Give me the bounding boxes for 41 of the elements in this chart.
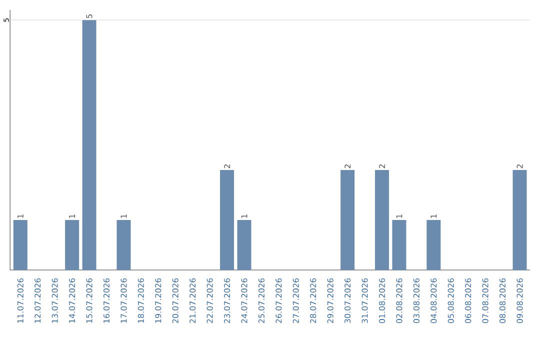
data-label: 1 — [120, 214, 127, 218]
x-tick-label: 12.07.2026 — [34, 278, 41, 323]
data-label: 1 — [17, 214, 24, 218]
x-tick-label: 13.07.2026 — [52, 278, 58, 323]
x-tick-label: 17.07.2026 — [120, 278, 127, 323]
x-tick-label: 16.07.2026 — [103, 278, 110, 323]
x-tick-label: 05.08.2026 — [448, 278, 454, 324]
x-tick-label: 14.07.2026 — [69, 278, 76, 323]
x-tick-label: 22.07.2026 — [206, 278, 213, 324]
data-label: 1 — [241, 214, 248, 218]
x-tick-label: 01.08.2026 — [378, 278, 386, 324]
x-tick-label: 18.07.2026 — [138, 278, 144, 323]
x-tick-label: 07.08.2026 — [482, 278, 488, 324]
x-tick-label: 15.07.2026 — [86, 278, 92, 323]
data-label: 1 — [396, 214, 402, 218]
x-tick-label: 25.07.2026 — [258, 278, 264, 324]
x-tick-label: 28.07.2026 — [310, 278, 316, 324]
x-tick-label: 21.07.2026 — [190, 278, 196, 324]
data-label: 5 — [86, 14, 92, 18]
data-label: 2 — [224, 164, 230, 168]
x-tick-label: 31.07.2026 — [362, 278, 368, 323]
x-tick-label: 19.07.2026 — [155, 278, 162, 323]
x-tick-label: 08.08.2026 — [499, 278, 506, 324]
data-label: 2 — [344, 164, 351, 168]
x-tick-label: 26.07.2026 — [276, 278, 282, 324]
x-tick-label: 04.08.2026 — [430, 278, 437, 324]
x-tick-label: 30.07.2026 — [344, 278, 351, 323]
x-tick-label: 02.08.2026 — [396, 278, 402, 324]
x-tick-label: 03.08.2026 — [413, 278, 420, 324]
x-tick-label: 23.07.2026 — [224, 278, 230, 324]
data-label: 2 — [379, 164, 385, 168]
x-tick-label: 27.07.2026 — [292, 278, 299, 324]
data-label: 1 — [69, 214, 75, 218]
data-label: 2 — [516, 164, 523, 168]
x-tick-label: 20.07.2026 — [172, 278, 178, 324]
x-tick-label: 09.08.2026 — [516, 278, 523, 324]
x-tick-label: 11.07.2026 — [17, 278, 24, 323]
x-tick-label: 29.07.2026 — [327, 278, 334, 324]
x-tick-label: 06.08.2026 — [465, 278, 472, 324]
data-label: 1 — [430, 214, 437, 218]
x-tick-label: 24.07.2026 — [241, 278, 248, 324]
